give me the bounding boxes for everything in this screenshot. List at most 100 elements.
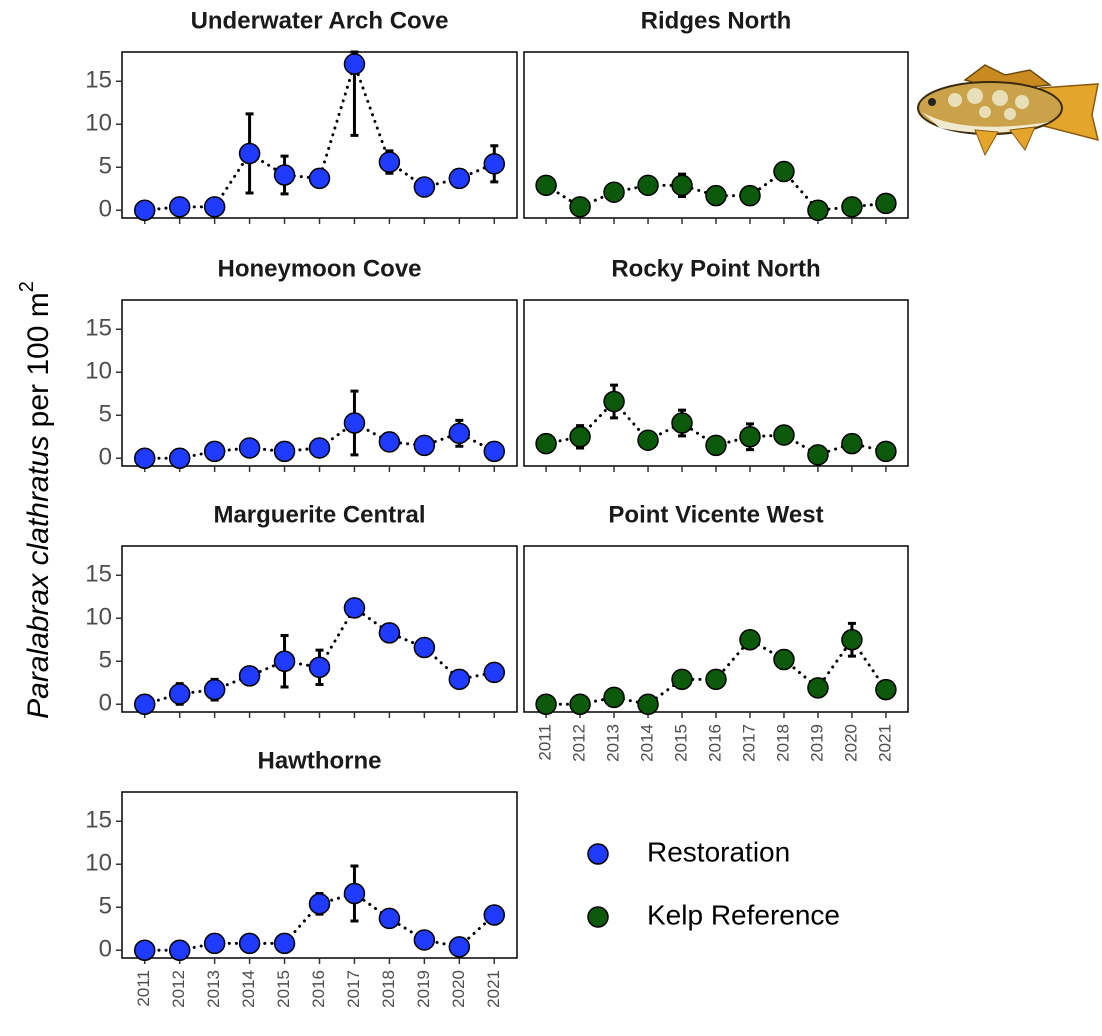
series-line xyxy=(143,421,496,460)
x-tick-label: 2017 xyxy=(344,970,363,1008)
panel: Marguerite Central 0 5 10 15 xyxy=(85,501,518,718)
data-point xyxy=(637,693,659,716)
data-point xyxy=(343,597,366,619)
data-point xyxy=(273,164,296,186)
panel: Rocky Point North xyxy=(523,255,909,472)
data-point xyxy=(378,431,401,453)
data-point xyxy=(133,939,156,962)
data-point xyxy=(203,932,226,955)
data-point xyxy=(483,440,506,463)
y-tick-label: 15 xyxy=(85,315,112,342)
y-tick-label: 5 xyxy=(99,153,112,180)
legend-marker xyxy=(587,843,609,865)
y-tick-label: 0 xyxy=(99,690,112,717)
x-tick-label: 2020 xyxy=(449,970,468,1008)
y-tick-label: 10 xyxy=(85,358,112,385)
data-point xyxy=(569,196,591,218)
data-point xyxy=(448,167,471,190)
data-point xyxy=(413,929,436,951)
fish-illustration xyxy=(917,64,1100,157)
y-tick-label: 15 xyxy=(85,67,112,94)
data-point xyxy=(807,199,829,222)
y-tick-label: 10 xyxy=(85,604,112,631)
x-tick-label: 2016 xyxy=(309,970,328,1008)
x-tick-label: 2015 xyxy=(274,970,293,1008)
panel-title: Point Vicente West xyxy=(608,501,823,528)
legend-marker xyxy=(587,906,609,928)
data-point xyxy=(448,668,471,691)
data-point xyxy=(133,199,156,222)
y-tick-label: 15 xyxy=(85,807,112,834)
data-point xyxy=(483,904,506,926)
data-point xyxy=(133,693,156,716)
data-point xyxy=(739,184,761,207)
data-point xyxy=(273,650,296,673)
panel: Ridges North xyxy=(523,7,909,224)
data-point xyxy=(841,432,863,455)
panel: Hawthorne 0 5 10 15 2011 2012 2013 2014 2015 2016 2… xyxy=(85,747,518,1008)
data-point xyxy=(308,437,331,459)
data-point xyxy=(603,390,625,413)
data-point xyxy=(448,936,471,958)
x-tick-label: 2021 xyxy=(484,970,503,1008)
y-axis-label: Paralabrax clathratus per 100 m2 xyxy=(16,281,55,719)
data-point xyxy=(483,661,506,684)
data-point xyxy=(569,426,591,448)
x-tick-label: 2014 xyxy=(638,724,657,762)
data-point xyxy=(273,440,296,463)
data-point xyxy=(168,683,191,705)
data-point xyxy=(308,167,331,190)
data-point xyxy=(705,434,727,457)
data-point xyxy=(603,686,625,709)
data-point xyxy=(203,678,226,701)
data-point xyxy=(671,174,693,197)
data-point xyxy=(535,693,557,716)
data-point xyxy=(773,648,795,671)
data-point xyxy=(841,196,863,218)
data-point xyxy=(378,907,401,930)
data-point xyxy=(448,422,471,445)
data-point xyxy=(308,893,331,915)
panel: Underwater Arch Cove 0 5 10 15 xyxy=(85,7,518,224)
series-line xyxy=(143,605,496,706)
series-line xyxy=(544,637,888,706)
panel-title: Rocky Point North xyxy=(611,255,820,282)
data-point xyxy=(343,882,366,905)
panel-title: Honeymoon Cove xyxy=(217,255,421,282)
x-tick-label: 2013 xyxy=(204,970,223,1008)
x-tick-label: 2013 xyxy=(604,724,623,762)
panel: Honeymoon Cove 0 5 10 15 xyxy=(85,255,518,472)
data-point xyxy=(739,629,761,651)
series-line xyxy=(143,59,496,212)
y-tick-label: 10 xyxy=(85,850,112,877)
data-point xyxy=(535,174,557,197)
x-tick-label: 2017 xyxy=(739,724,758,762)
series-line xyxy=(544,169,888,212)
x-tick-label: 2019 xyxy=(807,724,826,762)
data-point xyxy=(203,196,226,218)
data-point xyxy=(705,668,727,691)
panel: Point Vicente West 2011 2012 2013 2014 2015 20… xyxy=(523,501,909,762)
data-point xyxy=(773,424,795,446)
x-tick-label: 2011 xyxy=(536,724,555,761)
panel-title: Marguerite Central xyxy=(213,501,425,528)
legend-label: Kelp Reference xyxy=(647,899,840,930)
data-point xyxy=(637,174,659,197)
data-point xyxy=(875,678,897,701)
data-point xyxy=(603,181,625,203)
data-point xyxy=(203,440,226,463)
data-point xyxy=(773,160,795,183)
y-tick-label: 5 xyxy=(99,401,112,428)
data-point xyxy=(168,447,191,470)
data-point xyxy=(875,192,897,215)
y-tick-label: 0 xyxy=(99,444,112,471)
x-tick-label: 2014 xyxy=(239,970,258,1008)
y-tick-label: 0 xyxy=(99,936,112,963)
legend-label: Restoration xyxy=(647,836,790,867)
data-point xyxy=(308,656,331,679)
x-tick-label: 2018 xyxy=(379,970,398,1008)
data-point xyxy=(841,629,863,651)
data-point xyxy=(273,932,296,955)
x-tick-label: 2012 xyxy=(570,724,589,762)
data-point xyxy=(569,693,591,716)
